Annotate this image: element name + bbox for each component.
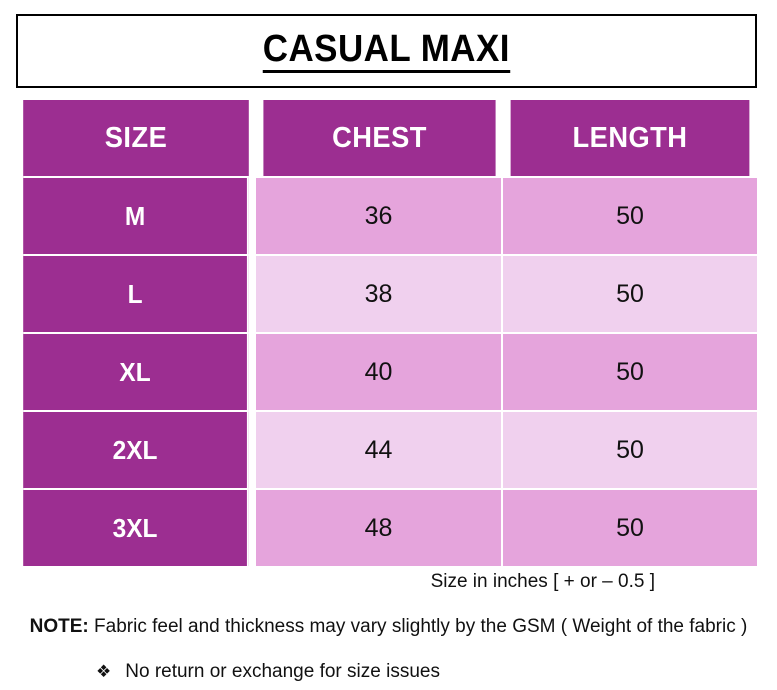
note-body: Fabric feel and thickness may vary sligh… <box>88 615 748 637</box>
cell-chest: 48 <box>256 488 503 566</box>
cell-chest: 40 <box>256 332 503 410</box>
cell-size: 2XL <box>23 410 249 488</box>
cell-length: 50 <box>503 488 757 566</box>
cell-size: L <box>23 254 249 332</box>
cell-chest: 44 <box>256 410 503 488</box>
table-row: M 36 50 <box>16 176 757 254</box>
return-policy-text: No return or exchange for size issues <box>125 661 440 683</box>
table-header: SIZE CHEST LENGTH <box>16 100 757 176</box>
table-row: 2XL 44 50 <box>16 410 757 488</box>
cell-chest: 38 <box>256 254 503 332</box>
table-row: 3XL 48 50 <box>16 488 757 566</box>
table-header-row: SIZE CHEST LENGTH <box>16 100 757 176</box>
cell-length: 50 <box>503 254 757 332</box>
cell-size: M <box>23 176 249 254</box>
footer-notes: Size in inches [ + or – 0.5 ] NOTE: Fabr… <box>0 570 777 685</box>
cell-size: 3XL <box>23 488 249 566</box>
fabric-note: NOTE: Fabric feel and thickness may vary… <box>0 615 777 640</box>
return-policy-note: ❖ No return or exchange for size issues <box>0 660 777 685</box>
column-header-length: LENGTH <box>510 100 750 176</box>
table-body: M 36 50 L 38 50 XL 40 50 2XL 44 50 3XL 4 <box>16 176 757 566</box>
page-title: CASUAL MAXI <box>262 30 511 73</box>
note-label: NOTE: <box>29 615 89 637</box>
cell-length: 50 <box>503 332 757 410</box>
cell-length: 50 <box>503 176 757 254</box>
column-header-size: SIZE <box>23 100 249 176</box>
size-chart-table: SIZE CHEST LENGTH M 36 50 L 38 50 XL 40 … <box>16 100 757 566</box>
column-header-chest: CHEST <box>263 100 496 176</box>
cell-size: XL <box>23 332 249 410</box>
title-box: CASUAL MAXI <box>16 14 757 88</box>
table-row: XL 40 50 <box>16 332 757 410</box>
diamond-bullet-icon: ❖ <box>96 662 112 682</box>
cell-chest: 36 <box>256 176 503 254</box>
inches-disclaimer: Size in inches [ + or – 0.5 ] <box>430 571 655 592</box>
cell-length: 50 <box>503 410 757 488</box>
table-row: L 38 50 <box>16 254 757 332</box>
